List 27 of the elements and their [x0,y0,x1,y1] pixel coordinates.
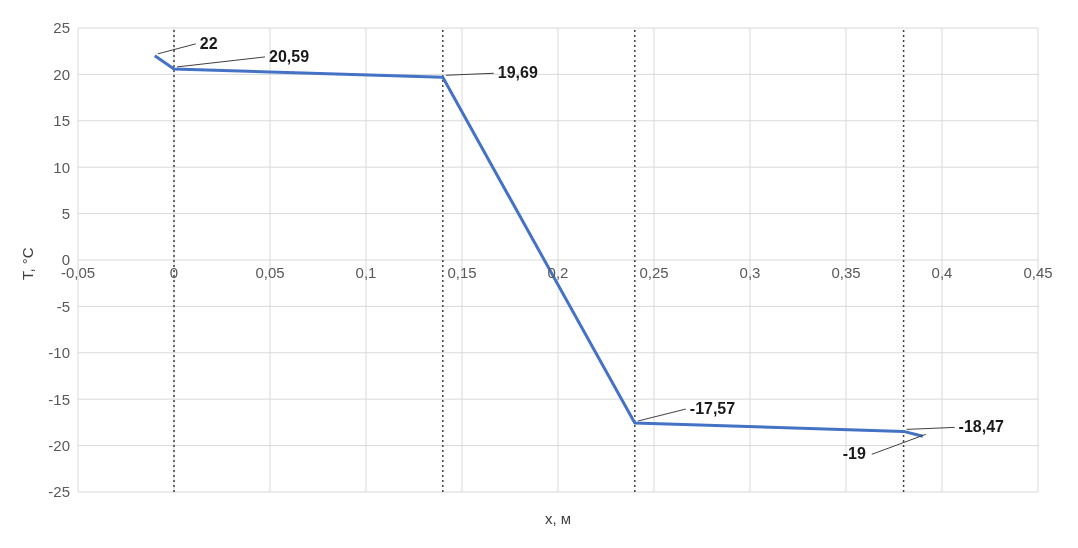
x-tick-label: 0 [169,264,179,281]
x-tick-label: 0,15 [447,264,477,281]
y-axis-title: T, °C [19,247,37,280]
y-tick-label: 15 [53,112,70,130]
y-tick-label: 25 [53,19,70,37]
y-tick-label: 20 [53,65,70,83]
annotation: 22 [199,34,218,52]
x-tick-label: 0,45 [1023,264,1053,281]
y-tick-label: 10 [53,158,70,176]
y-tick-label: -20 [48,436,70,454]
x-tick-label: 0,05 [255,264,285,281]
annotation: -17,57 [689,400,736,418]
x-tick-label: 0,25 [639,264,669,281]
x-tick-label: 0,35 [831,264,861,281]
x-tick-label: 0,1 [355,264,377,281]
y-tick-label: 5 [61,204,70,222]
annotation: 20,59 [269,47,310,65]
y-tick-label: -10 [48,344,70,362]
x-tick-label: 0,3 [739,264,761,281]
x-tick-label: 0,4 [931,264,953,281]
x-axis-title: x, м [544,510,572,527]
annotation: -18,47 [958,418,1005,436]
y-tick-label: -25 [48,483,70,501]
y-tick-label: -5 [56,297,70,315]
y-tick-label: -15 [48,390,70,408]
annotation: -19 [842,445,866,463]
annotation: 19,69 [497,64,538,82]
